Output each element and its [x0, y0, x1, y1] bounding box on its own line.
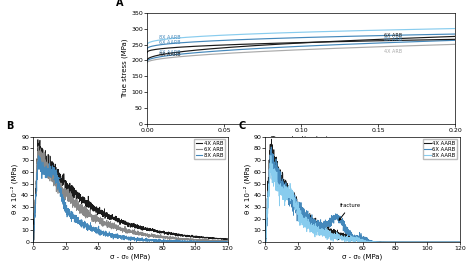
Text: B: B — [6, 122, 13, 132]
Legend: 4X AARB, 6X AARB, 8X AARB: 4X AARB, 6X AARB, 8X AARB — [423, 139, 457, 159]
Text: 4X AARB: 4X AARB — [159, 52, 181, 57]
Y-axis label: θ x 10⁻² (MPa): θ x 10⁻² (MPa) — [243, 164, 251, 215]
Text: 8X AARB: 8X AARB — [159, 35, 181, 40]
Text: 8X ARB: 8X ARB — [384, 37, 402, 42]
Text: fracture: fracture — [339, 203, 361, 220]
X-axis label: σ - σ₀ (MPa): σ - σ₀ (MPa) — [343, 254, 383, 260]
Text: 6X ARB: 6X ARB — [384, 33, 402, 38]
Text: 4X ARB: 4X ARB — [384, 49, 402, 54]
Text: 4X AARB: 4X AARB — [159, 50, 181, 55]
Text: 6X AARB: 6X AARB — [159, 40, 181, 45]
Y-axis label: θ x 10⁻² (MPa): θ x 10⁻² (MPa) — [11, 164, 18, 215]
Text: A: A — [116, 0, 124, 8]
Text: C: C — [238, 122, 246, 132]
Legend: 4X ARB, 6X ARB, 8X ARB: 4X ARB, 6X ARB, 8X ARB — [194, 139, 225, 159]
X-axis label: True plastic strain: True plastic strain — [270, 135, 332, 141]
X-axis label: σ - σ₀ (MPa): σ - σ₀ (MPa) — [110, 254, 150, 260]
Y-axis label: True stress (MPa): True stress (MPa) — [122, 39, 128, 98]
